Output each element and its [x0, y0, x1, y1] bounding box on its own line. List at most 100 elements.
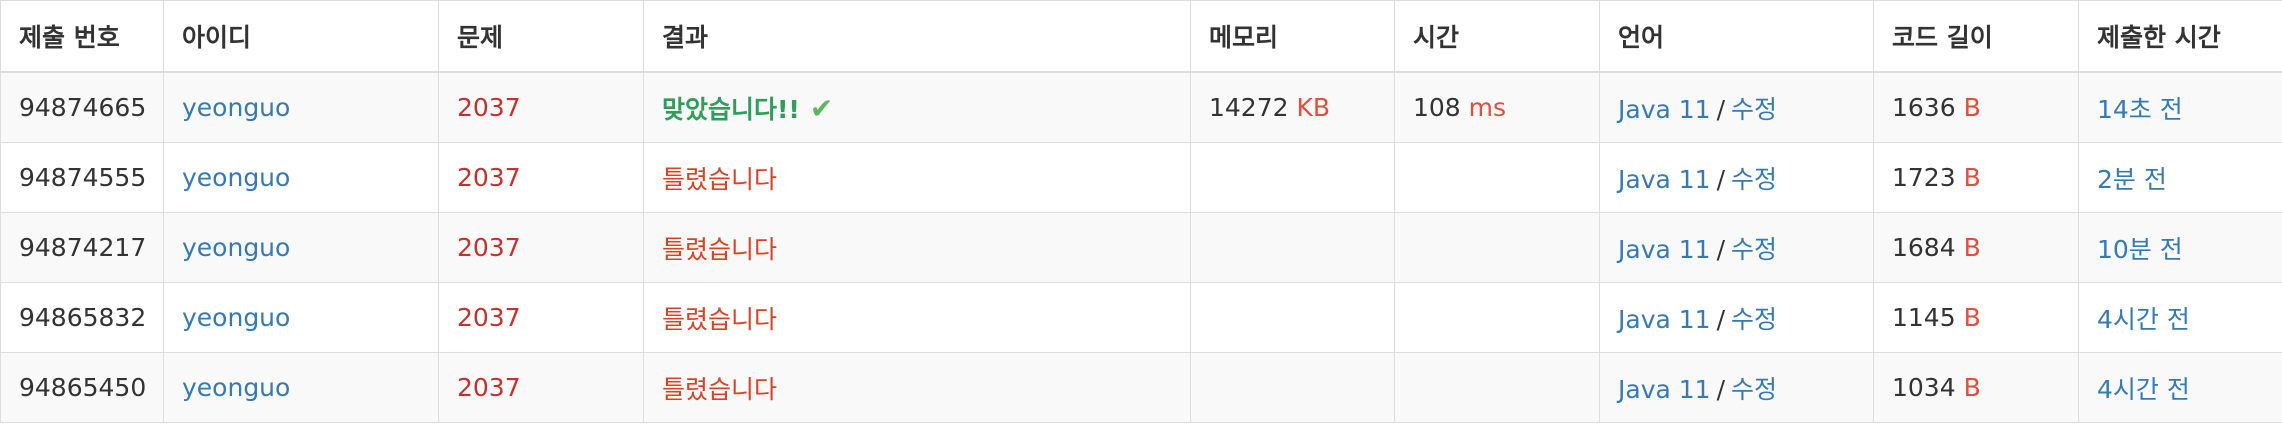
- table-row: 94874555 yeonguo 2037 틀렸습니다 Java 11/수정: [0, 142, 2282, 213]
- submitted-at-cell: 4시간 전: [2078, 352, 2282, 423]
- language-link[interactable]: Java 11: [1618, 234, 1711, 264]
- submitted-at-cell: 4시간 전: [2078, 282, 2282, 353]
- user-id-link[interactable]: yeonguo: [182, 233, 291, 262]
- header-result: 결과: [643, 0, 1191, 73]
- time-cell: [1394, 142, 1600, 213]
- language-cell: Java 11/수정: [1599, 71, 1874, 143]
- time-cell: [1394, 212, 1600, 283]
- table-row: 94874217 yeonguo 2037 틀렸습니다 Java 11/수정: [0, 212, 2282, 283]
- result-cell: 틀렸습니다: [643, 282, 1191, 353]
- table-row: 94865832 yeonguo 2037 틀렸습니다 Java 11/수정: [0, 282, 2282, 353]
- language-link[interactable]: Java 11: [1618, 304, 1711, 334]
- table-row: 94874665 yeonguo 2037 맞았습니다!! ✔ 14272 KB …: [0, 71, 2282, 143]
- problem-cell: 2037: [438, 142, 644, 213]
- language-link[interactable]: Java 11: [1618, 164, 1711, 194]
- header-user-id: 아이디: [163, 0, 439, 73]
- submission-id: 94865450: [0, 352, 164, 423]
- user-id-cell: yeonguo: [163, 282, 439, 353]
- table-header: 제출 번호 아이디 문제 결과 메모리 시간 언어 코드 길이 제출한 시간: [0, 0, 2282, 73]
- time-cell: [1394, 352, 1600, 423]
- memory-cell: [1190, 142, 1395, 213]
- table-row: 94865450 yeonguo 2037 틀렸습니다 Java 11/수정: [0, 352, 2282, 423]
- problem-cell: 2037: [438, 282, 644, 353]
- problem-link[interactable]: 2037: [457, 233, 521, 262]
- user-id-link[interactable]: yeonguo: [182, 303, 291, 332]
- memory-cell: [1190, 212, 1395, 283]
- submitted-at-link[interactable]: 14초 전: [2097, 94, 2183, 124]
- result-wrong: 틀렸습니다: [662, 234, 778, 264]
- submitted-at-link[interactable]: 4시간 전: [2097, 304, 2190, 334]
- header-problem: 문제: [438, 0, 644, 73]
- language-link[interactable]: Java 11: [1618, 374, 1711, 404]
- language-separator: /: [1716, 304, 1726, 334]
- code-length-unit: B: [1963, 163, 1981, 192]
- submitted-at-cell: 14초 전: [2078, 71, 2282, 143]
- edit-link[interactable]: 수정: [1731, 164, 1778, 194]
- header-submission-id: 제출 번호: [0, 0, 164, 73]
- submitted-at-link[interactable]: 10분 전: [2097, 234, 2183, 264]
- language-separator: /: [1716, 164, 1726, 194]
- edit-link[interactable]: 수정: [1731, 374, 1778, 404]
- submission-id: 94865832: [0, 282, 164, 353]
- problem-link[interactable]: 2037: [457, 373, 521, 402]
- problem-link[interactable]: 2037: [457, 93, 521, 122]
- header-time: 시간: [1394, 0, 1600, 73]
- result-accepted: 맞았습니다!!: [662, 94, 800, 124]
- code-length-value: 1145: [1892, 303, 1956, 332]
- code-length-cell: 1684 B: [1873, 212, 2079, 283]
- submitted-at-link[interactable]: 4시간 전: [2097, 374, 2190, 404]
- language-separator: /: [1716, 234, 1726, 264]
- code-length-cell: 1034 B: [1873, 352, 2079, 423]
- user-id-link[interactable]: yeonguo: [182, 93, 291, 122]
- code-length-value: 1684: [1892, 233, 1956, 262]
- code-length-value: 1723: [1892, 163, 1956, 192]
- language-link[interactable]: Java 11: [1618, 94, 1711, 124]
- result-wrong: 틀렸습니다: [662, 374, 778, 404]
- language-cell: Java 11/수정: [1599, 212, 1874, 283]
- code-length-unit: B: [1963, 233, 1981, 262]
- memory-cell: 14272 KB: [1190, 71, 1395, 143]
- memory-value: 14272: [1209, 93, 1289, 122]
- user-id-cell: yeonguo: [163, 142, 439, 213]
- user-id-cell: yeonguo: [163, 71, 439, 143]
- problem-cell: 2037: [438, 71, 644, 143]
- edit-link[interactable]: 수정: [1731, 304, 1778, 334]
- code-length-unit: B: [1963, 303, 1981, 332]
- language-separator: /: [1716, 94, 1726, 124]
- submission-id: 94874665: [0, 71, 164, 143]
- edit-link[interactable]: 수정: [1731, 234, 1778, 264]
- language-cell: Java 11/수정: [1599, 282, 1874, 353]
- submission-status-table: 제출 번호 아이디 문제 결과 메모리 시간 언어 코드 길이 제출한 시간 9…: [0, 0, 2282, 423]
- code-length-cell: 1145 B: [1873, 282, 2079, 353]
- language-cell: Java 11/수정: [1599, 352, 1874, 423]
- memory-cell: [1190, 282, 1395, 353]
- checkmark-icon: ✔: [809, 91, 834, 125]
- user-id-link[interactable]: yeonguo: [182, 373, 291, 402]
- problem-link[interactable]: 2037: [457, 303, 521, 332]
- code-length-value: 1034: [1892, 373, 1956, 402]
- result-cell: 틀렸습니다: [643, 352, 1191, 423]
- submitted-at-cell: 2분 전: [2078, 142, 2282, 213]
- result-wrong: 틀렸습니다: [662, 164, 778, 194]
- submitted-at-link[interactable]: 2분 전: [2097, 164, 2167, 194]
- result-wrong: 틀렸습니다: [662, 304, 778, 334]
- time-cell: [1394, 282, 1600, 353]
- memory-cell: [1190, 352, 1395, 423]
- header-row: 제출 번호 아이디 문제 결과 메모리 시간 언어 코드 길이 제출한 시간: [0, 0, 2282, 73]
- code-length-unit: B: [1963, 93, 1981, 122]
- submission-id: 94874217: [0, 212, 164, 283]
- result-cell: 틀렸습니다: [643, 212, 1191, 283]
- user-id-cell: yeonguo: [163, 212, 439, 283]
- result-cell: 맞았습니다!! ✔: [643, 71, 1191, 143]
- problem-cell: 2037: [438, 212, 644, 283]
- code-length-cell: 1723 B: [1873, 142, 2079, 213]
- language-cell: Java 11/수정: [1599, 142, 1874, 213]
- time-value: 108: [1413, 93, 1461, 122]
- problem-link[interactable]: 2037: [457, 163, 521, 192]
- submission-id: 94874555: [0, 142, 164, 213]
- edit-link[interactable]: 수정: [1731, 94, 1778, 124]
- header-memory: 메모리: [1190, 0, 1395, 73]
- user-id-link[interactable]: yeonguo: [182, 163, 291, 192]
- time-unit: ms: [1468, 93, 1507, 122]
- header-code-length: 코드 길이: [1873, 0, 2079, 73]
